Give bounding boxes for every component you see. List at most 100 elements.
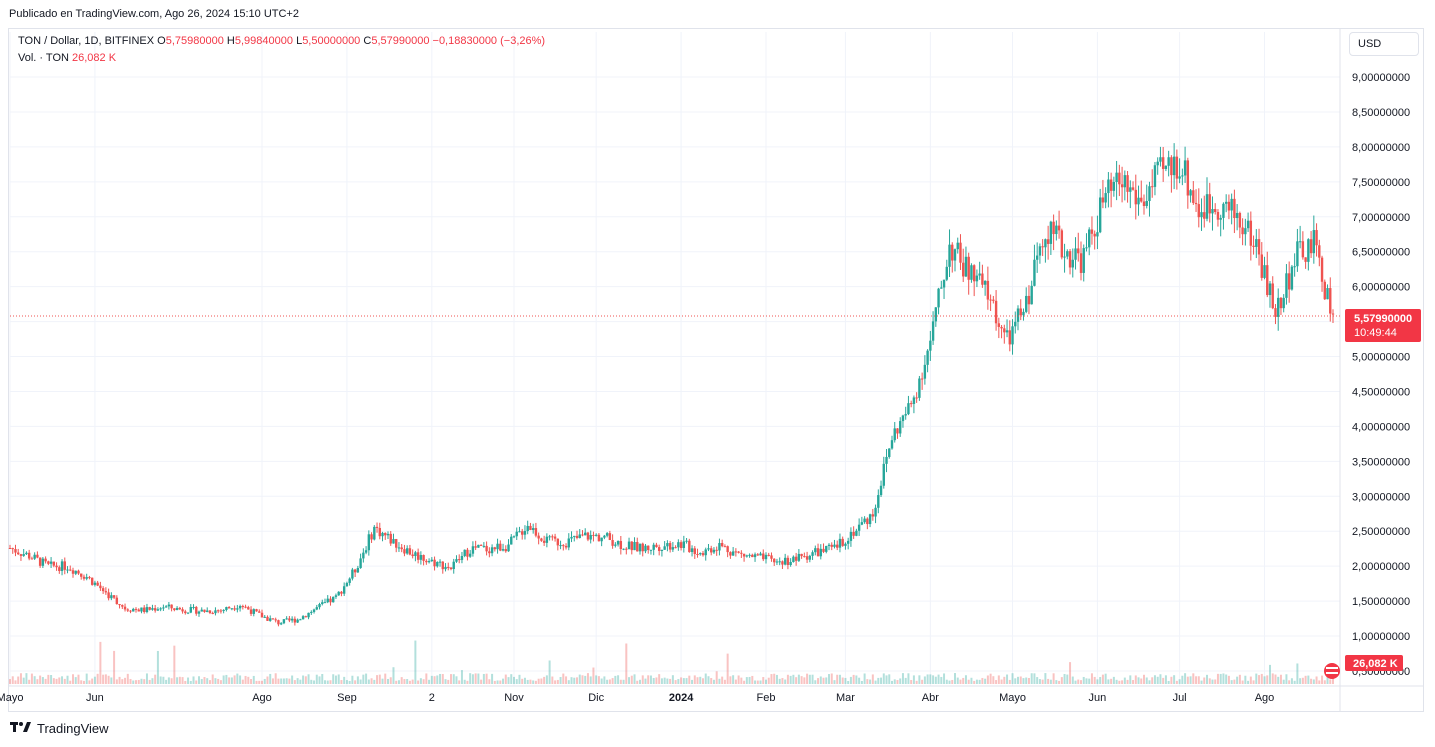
volume-bar: [723, 679, 726, 684]
volume-bar: [1258, 675, 1261, 684]
volume-bar: [877, 677, 880, 684]
volume-bar: [1271, 673, 1274, 684]
candle-body: [1290, 266, 1294, 290]
candle-body: [214, 610, 217, 614]
candle-body: [1227, 201, 1231, 211]
candle-body: [1109, 179, 1113, 191]
volume-bar: [940, 676, 943, 684]
candle-body: [422, 555, 425, 561]
volume-bar: [17, 676, 20, 684]
candle-body: [1057, 225, 1061, 231]
candle-body: [926, 350, 929, 365]
candle-body: [748, 554, 751, 556]
volume-bar: [1175, 680, 1178, 684]
candle-body: [852, 531, 855, 536]
volume-bar: [1041, 679, 1044, 684]
candle-body: [625, 548, 628, 550]
candle-body: [1200, 212, 1203, 218]
volume-bar: [77, 674, 80, 684]
candle-body: [458, 559, 461, 561]
candle-body: [373, 526, 376, 540]
candle-body: [1170, 157, 1173, 176]
volume-bar: [244, 675, 247, 684]
candle-body: [529, 525, 532, 531]
volume-bar: [499, 680, 502, 684]
volume-bar: [874, 680, 877, 684]
volume-bar: [1038, 679, 1041, 684]
volume-bar: [967, 679, 970, 684]
volume-bar: [296, 678, 299, 684]
volume-bar: [1093, 676, 1096, 684]
time-tick-label: Jun: [86, 692, 104, 704]
volume-value: 26,082 K: [72, 52, 117, 64]
candle-body: [337, 591, 340, 596]
volume-bar: [241, 679, 244, 684]
price-tick-label: 7,50000000: [1352, 177, 1410, 189]
candle-body: [1320, 257, 1324, 282]
candle-body: [948, 244, 951, 267]
candle-body: [849, 531, 853, 541]
volume-bar: [715, 671, 718, 684]
candle-body: [1090, 229, 1094, 234]
candle-body: [597, 534, 601, 542]
candle-body: [1118, 172, 1121, 185]
volume-bar: [88, 680, 91, 684]
volume-bar: [378, 674, 381, 684]
volume-bar: [682, 678, 685, 684]
volume-bar: [680, 677, 683, 684]
candle-body: [1156, 161, 1159, 166]
candle-body: [1252, 245, 1255, 247]
volume-bar: [808, 674, 811, 684]
volume-bar: [351, 675, 354, 684]
candle-body: [85, 577, 88, 579]
candle-body: [844, 543, 847, 546]
candle-body: [1326, 288, 1329, 300]
candle-body: [611, 540, 614, 546]
candle-body: [14, 549, 17, 553]
currency-button[interactable]: USD: [1349, 32, 1419, 56]
candle-body: [838, 538, 842, 548]
footer-brand[interactable]: TradingView: [10, 721, 109, 736]
candle-body: [759, 553, 762, 556]
candle-body: [660, 549, 664, 551]
candle-body: [200, 609, 203, 612]
candle-body: [444, 566, 447, 570]
volume-bar: [551, 676, 554, 684]
volume-bar: [515, 679, 518, 684]
candle-body: [1046, 239, 1050, 244]
volume-bar: [455, 676, 458, 684]
volume-bar: [1030, 673, 1033, 684]
candle-body: [526, 525, 529, 532]
candle-body: [578, 534, 581, 538]
candle-body: [1172, 156, 1176, 176]
candle-body: [1263, 265, 1266, 278]
candle-body: [66, 569, 69, 571]
candle-body: [778, 561, 781, 563]
volume-bar: [463, 679, 466, 684]
candle-body: [937, 288, 940, 308]
candle-body: [1148, 186, 1151, 202]
candle-body: [742, 553, 746, 557]
candle-body: [915, 397, 918, 399]
candle-body: [770, 555, 773, 559]
volume-bar: [439, 673, 442, 684]
candle-body: [1194, 202, 1198, 205]
candle-body: [71, 570, 75, 574]
volume-bar: [403, 679, 406, 684]
volume-bar: [784, 679, 787, 684]
volume-bar: [975, 679, 978, 684]
volume-bar: [825, 677, 828, 684]
volume-bar: [1033, 673, 1036, 684]
candle-body: [682, 541, 686, 548]
candle-body: [1238, 212, 1242, 228]
candle-body: [488, 551, 491, 554]
volume-bar: [1323, 680, 1326, 684]
volume-bar: [644, 678, 647, 684]
candle-body: [1134, 189, 1137, 205]
candle-body: [701, 553, 705, 556]
time-tick-label: 2024: [669, 692, 694, 704]
candle-body: [334, 595, 338, 597]
candle-body: [1079, 253, 1083, 273]
volume-bar: [255, 680, 258, 684]
